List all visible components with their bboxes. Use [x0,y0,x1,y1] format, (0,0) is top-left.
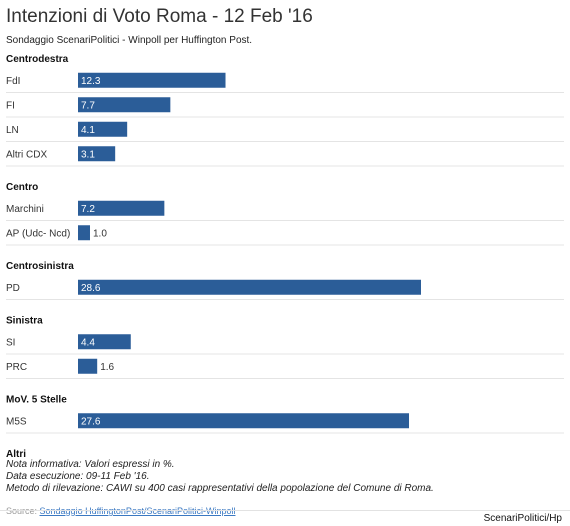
note-values: Nota informativa: Valori espressi in %. [6,459,175,470]
footer-divider [0,510,570,511]
data-label: 7.7 [81,100,95,111]
category-label: FdI [6,76,20,87]
bar [78,146,116,162]
bar [78,97,171,113]
note-date: Data esecuzione: 09-11 Feb '16. [6,471,150,482]
bar [78,200,165,216]
data-label: 3.1 [81,149,95,160]
source-link[interactable]: Sondaggio HuffingtonPost/ScenariPolitici… [39,506,236,516]
bar [78,72,226,88]
data-label: 1.6 [100,362,114,373]
bar [78,279,421,295]
group-label: Centro [6,182,38,193]
data-label: 4.1 [81,125,95,136]
source-prefix: Source: [6,506,40,516]
bar [78,121,128,137]
group-label: Sinistra [6,316,43,327]
data-label: 28.6 [81,283,101,294]
category-label: M5S [6,416,27,427]
group-label: Centrodestra [6,54,69,65]
category-label: LN [6,125,19,136]
data-label: 1.0 [93,228,107,239]
data-label: 7.2 [81,204,95,215]
data-label: 12.3 [81,76,101,87]
category-label: Altri CDX [6,149,47,160]
group-label: Altri [6,449,26,458]
category-label: FI [6,100,15,111]
group-label: Centrosinistra [6,261,74,272]
data-label: 4.4 [81,337,95,348]
bar [78,358,98,374]
bar [78,334,131,350]
category-label: AP (Udc- Ncd) [6,228,70,239]
group-label: MoV. 5 Stelle [6,395,67,406]
bar [78,413,410,429]
category-label: Marchini [6,204,44,215]
note-method: Metodo di rilevazione: CAWI su 400 casi … [6,483,434,494]
category-label: PD [6,283,20,294]
category-label: SI [6,337,15,348]
bar-chart: Centrodestra FdI 12.3 FI 7.7 LN 4.1 Altri CDX 3.… [6,54,564,458]
category-label: PRC [6,362,27,373]
source-line: Source: Sondaggio HuffingtonPost/Scenari… [6,506,235,516]
data-label: 27.6 [81,416,101,427]
bar [78,225,90,241]
chart-title: Intenzioni di Voto Roma - 12 Feb '16 [6,6,313,27]
credit: ScenariPolitici/Hp [483,513,562,524]
notes: Nota informativa: Valori espressi in %. … [6,459,434,495]
chart-subtitle: Sondaggio ScenariPolitici - Winpoll per … [6,35,253,46]
